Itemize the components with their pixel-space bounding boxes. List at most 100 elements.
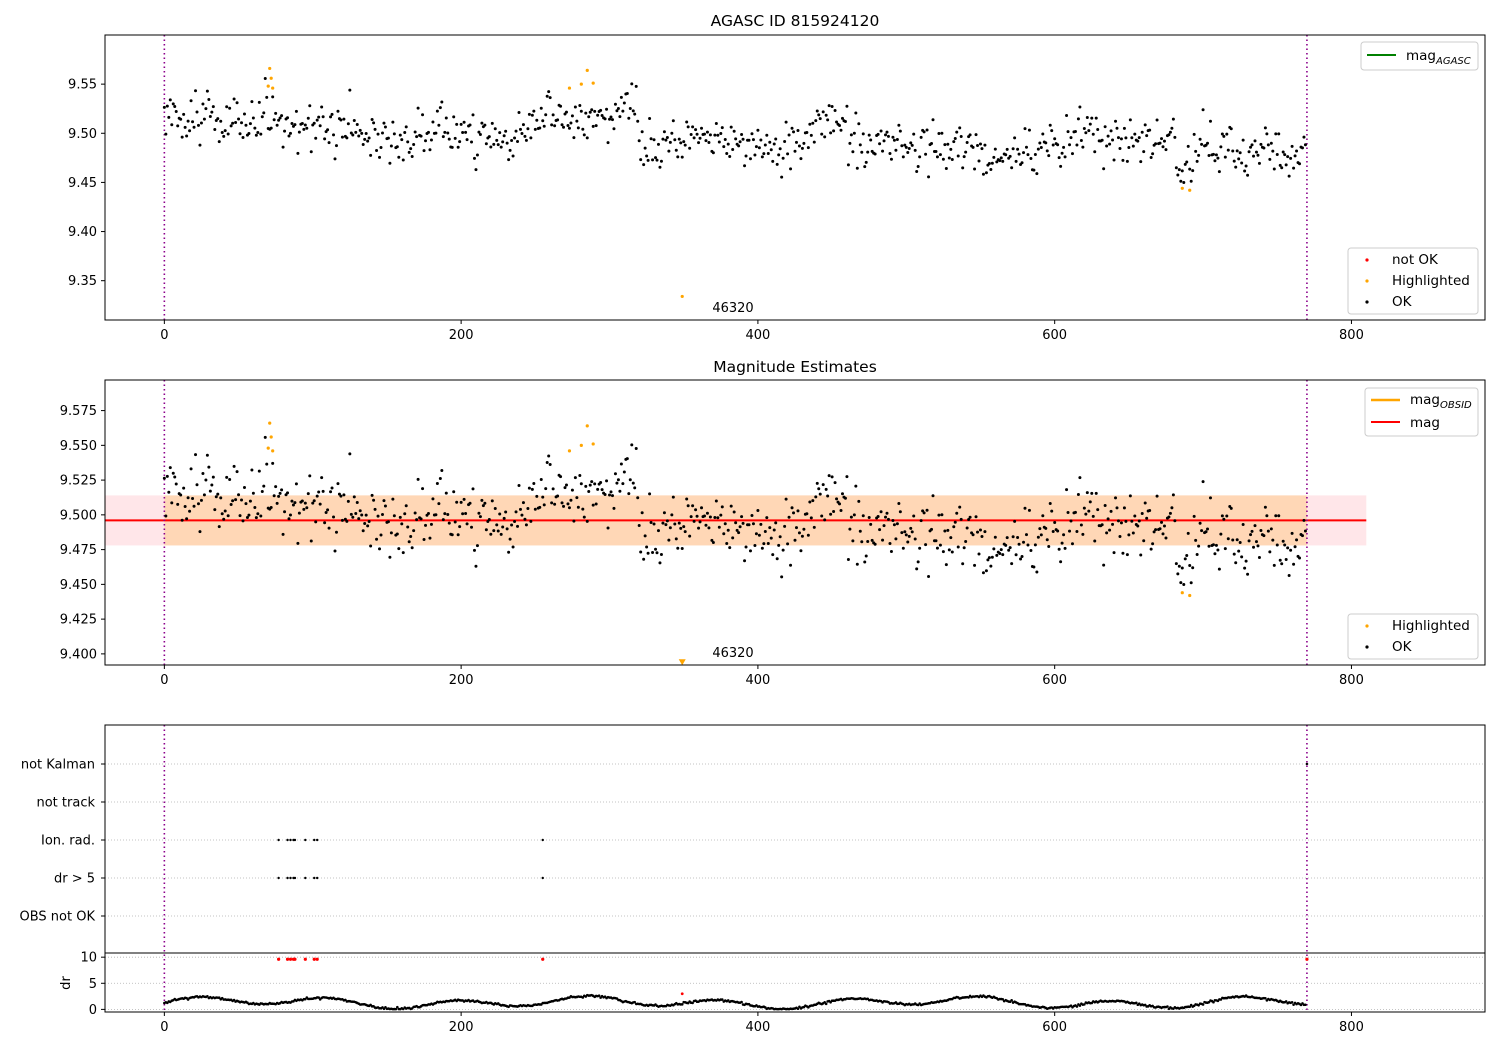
agasc-ok-point	[1277, 132, 1281, 136]
agasc-ok-point	[763, 143, 767, 147]
agasc-ok-point	[999, 156, 1003, 160]
magnitude-ok-point	[380, 513, 384, 517]
magnitude-ok-point	[219, 496, 223, 500]
agasc-ok-point	[421, 113, 425, 117]
agasc-ok-point	[287, 134, 291, 138]
magnitude-ok-point	[909, 526, 913, 530]
flag-point	[277, 876, 280, 880]
flag-point	[293, 838, 297, 842]
magnitude-ok-point	[662, 511, 666, 515]
dr-high-point	[288, 957, 293, 961]
magnitude-ok-point	[1108, 528, 1112, 532]
magnitude-ok-point	[956, 545, 960, 549]
agasc-ok-point	[665, 136, 669, 140]
magnitude-ok-point	[1079, 523, 1083, 527]
magnitude-ok-point	[892, 523, 896, 527]
magnitude-ok-point	[429, 522, 433, 526]
agasc-ok-point	[981, 172, 985, 176]
agasc-ok-point	[195, 110, 199, 114]
agasc-ok-point	[510, 138, 514, 142]
magnitude-ok-point	[723, 522, 727, 526]
magnitude-ok-point	[1116, 519, 1120, 523]
magnitude-ok-point	[1235, 538, 1239, 542]
agasc-ok-point	[944, 166, 948, 170]
magnitude-ok-point	[1217, 567, 1221, 571]
agasc-ok-point	[800, 146, 804, 150]
agasc-ok-point	[912, 132, 916, 136]
magnitude-ok-point	[251, 491, 255, 495]
agasc-ok-point	[550, 123, 554, 127]
magnitude-ok-point	[569, 498, 573, 502]
magnitude-ok-point	[608, 493, 612, 497]
magnitude-ok-point	[1036, 535, 1040, 539]
agasc-ok-point	[533, 127, 537, 131]
magnitude-ok-point	[741, 521, 745, 525]
agasc-ok-point	[876, 132, 880, 136]
magnitude-ok-point	[757, 533, 761, 537]
agasc-ok-point	[680, 155, 684, 159]
agasc-ok-point	[413, 130, 417, 134]
magnitude-ok-point	[1161, 532, 1165, 536]
agasc-ok-point	[470, 140, 474, 144]
magnitude-ok-point	[1229, 506, 1233, 510]
magnitude-ok-point	[576, 505, 580, 509]
magnitude-ok-point	[1093, 539, 1097, 543]
agasc-ok-point	[833, 109, 837, 113]
magnitude-ok-point	[1253, 524, 1257, 528]
magnitude-ok-point	[1226, 537, 1230, 541]
magnitude-ok-point	[860, 540, 864, 544]
magnitude-ok-point	[386, 520, 390, 524]
magnitude-ok-point	[308, 474, 312, 478]
dr-point	[1075, 1005, 1079, 1008]
agasc-ok-point	[248, 122, 252, 126]
magnitude-ok-point	[468, 501, 472, 505]
magnitude-ok-point	[732, 510, 736, 514]
agasc-ok-point	[891, 135, 895, 139]
magnitude-ok-point	[462, 497, 466, 501]
magnitude-ok-point	[1225, 514, 1229, 518]
magnitude-ok-point	[260, 489, 264, 493]
magnitude-ok-point	[686, 504, 690, 508]
dr-point	[317, 996, 320, 999]
magnitude-ok-point	[1200, 529, 1204, 533]
magnitude-ok-point	[446, 512, 450, 516]
agasc-ok-point	[1100, 138, 1104, 142]
agasc-ok-point	[455, 122, 459, 126]
magnitude-ok-point	[1139, 553, 1143, 557]
magnitude-ok-point	[1174, 562, 1178, 566]
magnitude-ok-point	[1272, 563, 1276, 567]
magnitude-ok-point	[817, 487, 821, 491]
flag-row-label: dr > 5	[54, 872, 95, 887]
agasc-ok-point	[879, 129, 883, 133]
agasc-ok-point	[269, 126, 273, 130]
agasc-ok-point	[1262, 146, 1266, 150]
magnitude-ok-point	[661, 521, 665, 525]
agasc-ok-point	[1053, 137, 1057, 141]
agasc-lower-legend-box	[1347, 247, 1479, 315]
agasc-highlighted-point	[269, 76, 273, 80]
magnitude-ok-point	[1078, 476, 1082, 480]
magnitude-ok-point	[211, 475, 215, 479]
magnitude-ok-point	[965, 526, 969, 530]
agasc-ok-point	[530, 113, 534, 117]
magnitude-ok-point	[1247, 539, 1251, 543]
magnitude-ok-point	[1118, 534, 1122, 538]
magnitude-ok-point	[262, 484, 266, 488]
magnitude-ok-point	[348, 452, 352, 456]
magnitude-ok-point	[748, 549, 752, 553]
agasc-ok-point	[401, 158, 405, 162]
magnitude-ok-point	[564, 483, 568, 487]
agasc-ok-point	[327, 141, 331, 145]
magnitude-ok-point	[636, 496, 640, 500]
magnitude-ok-point	[247, 513, 251, 517]
magnitude-ok-point	[818, 492, 822, 496]
agasc-ok-point	[290, 122, 294, 126]
flag-point	[286, 876, 289, 880]
dr-ytick-label: 5	[89, 977, 97, 992]
magnitude-highlighted-point	[269, 435, 273, 439]
magnitude-ok-point	[174, 482, 178, 486]
mag-obsid-legend-label: magOBSID	[1410, 392, 1472, 411]
magnitude-ok-point	[735, 528, 739, 532]
agasc-ok-point	[1160, 137, 1164, 141]
magnitude-ok-point	[594, 502, 598, 506]
